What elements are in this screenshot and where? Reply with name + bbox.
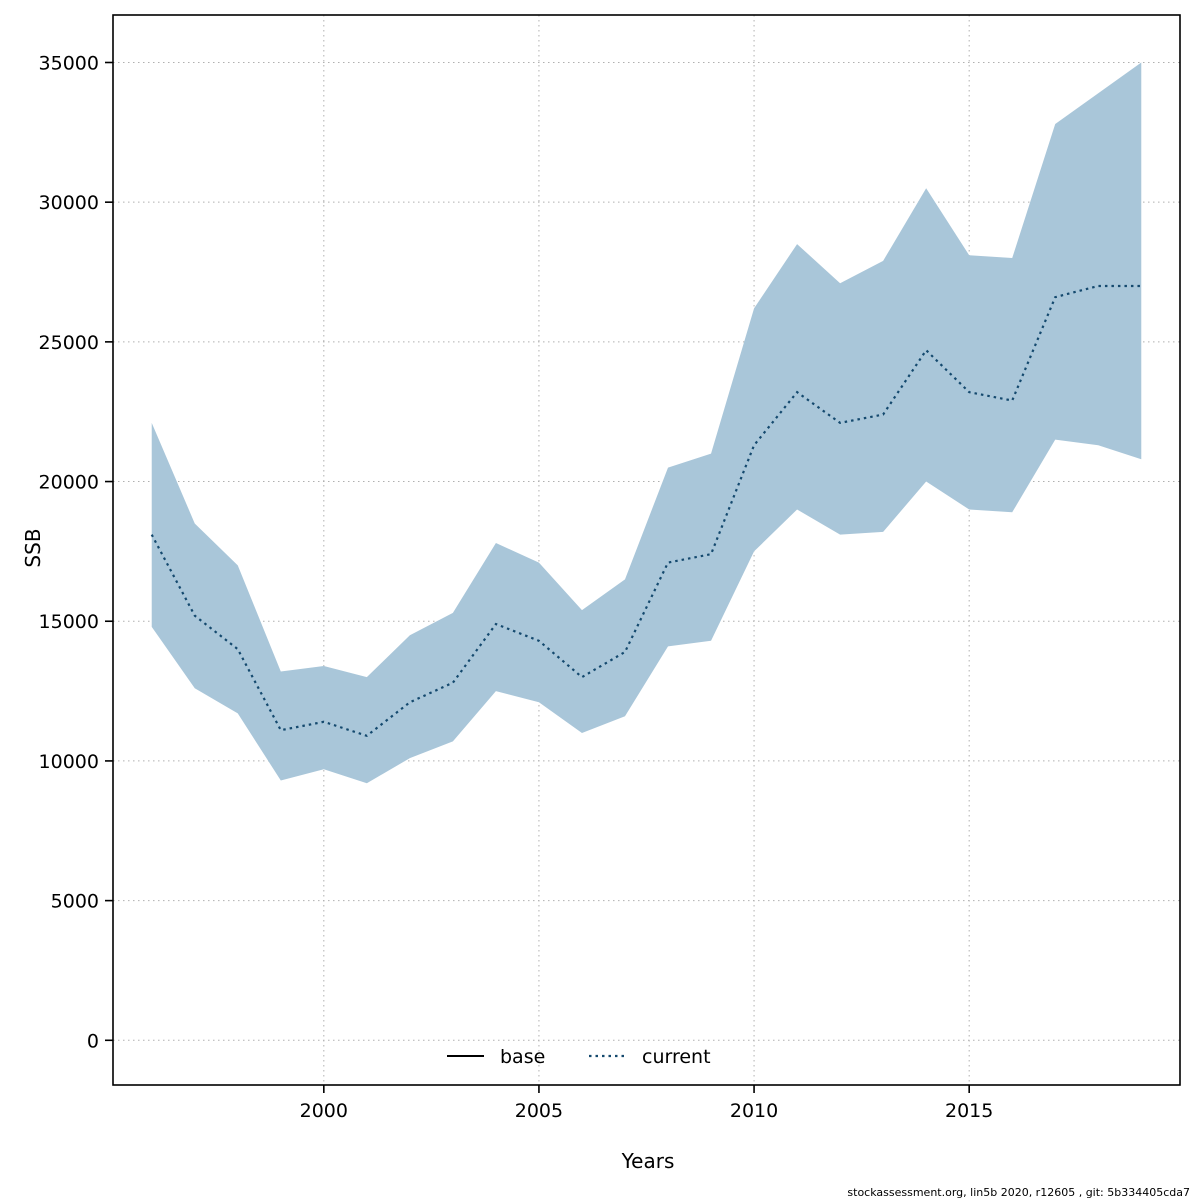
legend: base current: [447, 1046, 711, 1068]
y-tick-label: 25000: [39, 332, 99, 354]
y-tick-label: 30000: [39, 192, 99, 214]
y-tick-label: 15000: [39, 611, 99, 633]
y-tick-label: 20000: [39, 472, 99, 494]
y-tick-label: 35000: [39, 52, 99, 74]
legend-current-label: current: [642, 1046, 711, 1068]
legend-base-label: base: [500, 1046, 545, 1068]
x-tick-label: 2005: [515, 1100, 563, 1122]
axis-ticks: 0 5000 10000 15000 20000 25000 30000 35000 2000 2…: [39, 52, 994, 1122]
confidence-band: [151, 62, 1142, 784]
plot-border: [112, 14, 1181, 1086]
x-tick-label: 2015: [945, 1100, 993, 1122]
y-axis-label: SSB: [21, 528, 45, 567]
current-series-line: [150, 284, 1142, 738]
footer-credit: stockassessment.org, lin5b 2020, r12605 …: [847, 1186, 1190, 1199]
y-tick-label: 5000: [51, 891, 99, 913]
x-tick-label: 2000: [300, 1100, 348, 1122]
y-tick-label: 0: [87, 1030, 99, 1052]
x-tick-label: 2010: [730, 1100, 778, 1122]
current-line: [150, 284, 1142, 738]
confidence-band-polygon: [151, 62, 1142, 784]
y-tick-label: 10000: [39, 751, 99, 773]
x-axis-label: Years: [621, 1149, 675, 1173]
